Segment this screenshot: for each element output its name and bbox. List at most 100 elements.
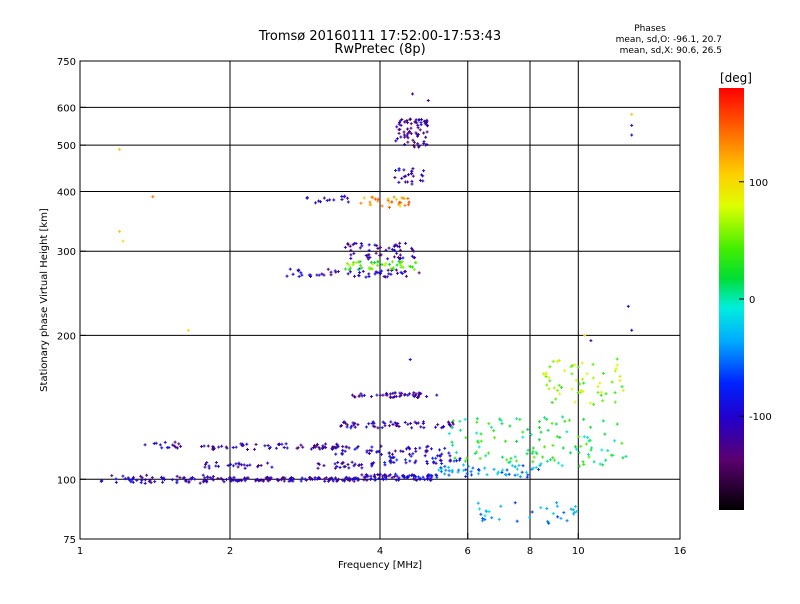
- data-point: [203, 476, 207, 480]
- data-point: [416, 134, 420, 138]
- data-point: [438, 454, 442, 458]
- data-point: [548, 379, 552, 383]
- data-point: [358, 271, 362, 275]
- data-point: [381, 420, 385, 424]
- data-point: [352, 423, 356, 427]
- data-point: [569, 365, 573, 369]
- data-point: [357, 394, 361, 398]
- data-point: [201, 473, 205, 477]
- data-point: [230, 479, 234, 483]
- data-point: [397, 168, 401, 172]
- data-point: [334, 476, 338, 480]
- data-point: [349, 424, 353, 428]
- data-point: [559, 386, 563, 390]
- data-point: [478, 456, 482, 460]
- data-point: [281, 476, 285, 480]
- data-point: [389, 420, 393, 424]
- data-point: [398, 253, 402, 257]
- data-point: [547, 387, 551, 391]
- data-point: [317, 476, 321, 480]
- data-point: [171, 443, 175, 447]
- data-point: [434, 425, 438, 429]
- data-point: [259, 478, 263, 482]
- data-point: [554, 397, 558, 401]
- data-point: [465, 456, 469, 460]
- data-point: [143, 478, 147, 482]
- data-point: [586, 435, 590, 439]
- data-point: [409, 122, 413, 126]
- data-point: [451, 420, 455, 424]
- data-point: [383, 460, 387, 464]
- data-point: [410, 426, 414, 430]
- data-point: [399, 270, 403, 274]
- data-point: [570, 364, 574, 368]
- data-point: [392, 244, 396, 248]
- data-point: [391, 260, 395, 264]
- data-point: [507, 472, 511, 476]
- data-point: [378, 253, 382, 257]
- data-point: [392, 475, 396, 479]
- data-point: [324, 476, 328, 480]
- data-point: [495, 472, 499, 476]
- data-point: [391, 266, 395, 270]
- x-axis-label: Frequency [MHz]: [338, 560, 422, 571]
- data-point: [408, 265, 412, 269]
- data-point: [473, 452, 477, 456]
- data-point: [567, 418, 571, 422]
- data-point: [492, 429, 496, 433]
- data-point: [352, 395, 356, 399]
- data-point: [207, 464, 211, 468]
- data-point: [565, 430, 569, 434]
- data-point: [140, 478, 144, 482]
- data-point: [421, 179, 425, 183]
- data-point: [349, 248, 353, 252]
- data-point: [529, 433, 533, 437]
- data-point: [397, 476, 401, 480]
- data-point: [420, 173, 424, 177]
- data-point: [318, 200, 322, 204]
- data-point: [591, 362, 595, 366]
- data-point: [552, 386, 556, 390]
- data-point: [243, 466, 247, 470]
- data-point: [455, 459, 459, 463]
- data-point: [398, 204, 402, 208]
- data-point: [172, 444, 176, 448]
- data-point: [167, 446, 171, 450]
- data-point: [267, 446, 271, 450]
- data-point: [254, 479, 258, 483]
- data-point: [217, 445, 221, 449]
- data-point: [383, 463, 387, 467]
- data-point: [413, 393, 417, 397]
- data-point: [149, 481, 153, 485]
- data-point: [479, 512, 483, 516]
- data-point: [412, 391, 416, 395]
- data-point: [406, 445, 410, 449]
- data-point: [417, 475, 421, 479]
- data-point: [204, 462, 208, 466]
- data-point: [539, 506, 543, 510]
- data-point: [358, 246, 362, 250]
- data-point: [401, 256, 405, 260]
- data-point: [240, 442, 244, 446]
- data-point: [403, 180, 407, 184]
- data-point: [450, 426, 454, 430]
- data-point: [147, 479, 151, 483]
- data-point: [615, 357, 619, 361]
- data-point: [396, 422, 400, 426]
- data-point: [370, 464, 374, 468]
- data-point: [415, 421, 419, 425]
- colorbar-tick-label: 100: [749, 178, 768, 189]
- data-point: [413, 256, 417, 260]
- data-point: [422, 169, 426, 173]
- data-point: [349, 426, 353, 430]
- data-point: [411, 393, 415, 397]
- data-point: [456, 470, 460, 474]
- data-point: [425, 459, 429, 463]
- data-point: [140, 476, 144, 480]
- data-point: [446, 420, 450, 424]
- phases-header: Phases: [634, 24, 666, 34]
- data-point: [621, 388, 625, 392]
- data-point: [538, 426, 542, 430]
- data-point: [416, 123, 420, 127]
